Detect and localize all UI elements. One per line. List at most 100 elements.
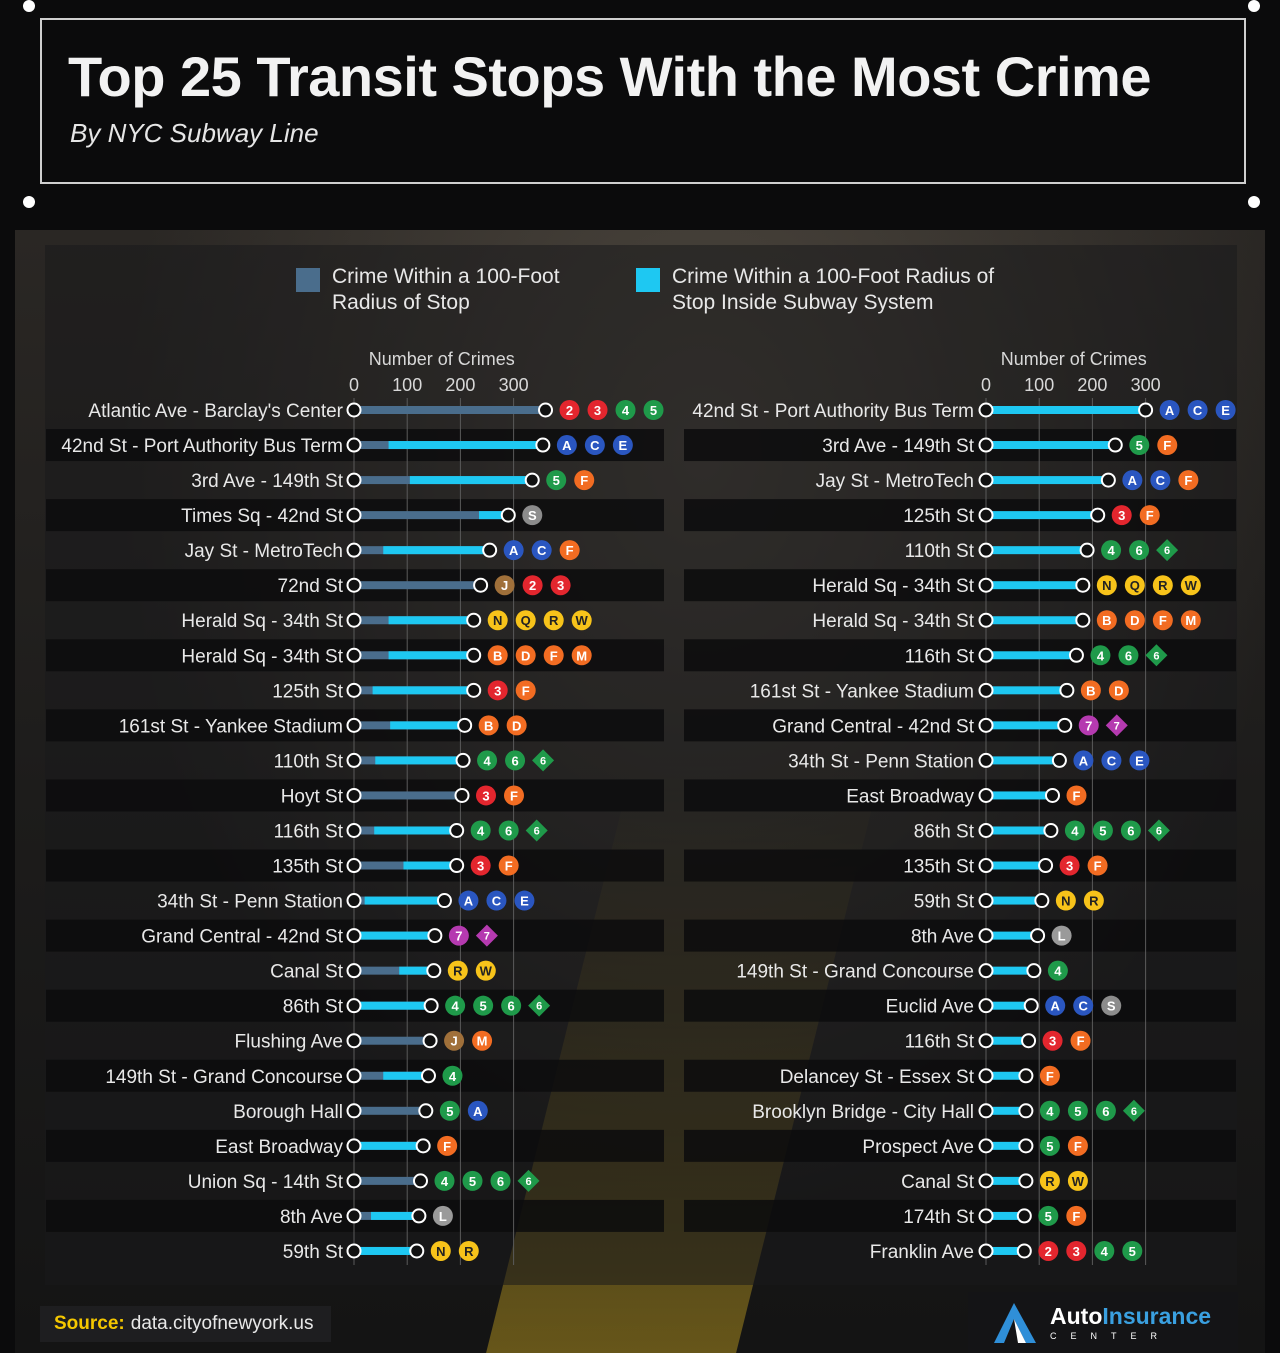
subway-line-label: 6 <box>1127 823 1134 838</box>
bar-inner <box>986 966 1034 975</box>
subway-line-label: 5 <box>1046 1139 1053 1154</box>
subway-line-bullet <box>528 994 551 1017</box>
subway-line-bullet <box>571 610 592 631</box>
bar-start-marker <box>346 893 362 909</box>
bar-start-marker <box>978 472 994 488</box>
legend-outer: Crime Within a 100-Foot Radius of Stop <box>296 264 592 316</box>
subway-line-label: F <box>1073 788 1081 803</box>
left-chart: Number of Crimes 0 100 200 300 Atlantic Ave -… <box>46 349 664 1265</box>
subway-line-bullet <box>498 855 519 876</box>
subway-line-label: 5 <box>1136 438 1143 453</box>
row-label: Herald Sq - 34th St <box>812 611 974 632</box>
subway-line-label: D <box>1114 683 1123 698</box>
bar-start-marker <box>346 682 362 698</box>
subway-line-label: F <box>505 859 513 874</box>
subway-line-bullet <box>1152 610 1173 631</box>
subway-line-bullet <box>1129 540 1150 561</box>
bar-start-marker <box>346 717 362 733</box>
bar-start-marker <box>346 928 362 944</box>
subway-line-label: 6 <box>534 825 540 837</box>
bar-inner <box>356 1141 424 1150</box>
row-label: Prospect Ave <box>862 1137 974 1158</box>
row-label: 34th St - Penn Station <box>788 751 974 772</box>
subway-line-label: F <box>522 683 530 698</box>
subway-line-label: 7 <box>1114 720 1120 732</box>
row-label: 42nd St - Port Authority Bus Term <box>61 436 343 457</box>
bar-inner <box>388 441 543 450</box>
subway-line-label: F <box>1163 438 1171 453</box>
subway-line-bullet <box>477 750 498 771</box>
subway-line-bullet <box>1122 1099 1145 1122</box>
row-label: 110th St <box>905 541 975 562</box>
row-label: Herald Sq - 34th St <box>181 646 343 667</box>
row-stripe <box>684 989 1236 1022</box>
bar-outer <box>354 581 481 590</box>
subway-line-label: 5 <box>1045 1209 1052 1224</box>
legend-label-inner: Crime Within a 100-Foot Radius of Stop I… <box>672 265 995 314</box>
bar-start-marker <box>346 1243 362 1259</box>
subway-line-label: 5 <box>1074 1104 1081 1119</box>
subway-line-label: C <box>1079 999 1089 1014</box>
row-label: 135th St <box>903 857 974 878</box>
bar-end-marker <box>1018 1173 1034 1189</box>
bar-inner <box>390 721 465 730</box>
bar-start-marker <box>346 787 362 803</box>
bar-start-marker <box>978 1103 994 1119</box>
subway-line-label: M <box>1185 613 1196 628</box>
subway-line-bullet <box>517 1169 540 1192</box>
subway-line-bullet <box>503 540 524 561</box>
subway-line-bullet <box>1096 575 1117 596</box>
subway-line-bullet <box>571 645 592 666</box>
logo-wordmark: AutoInsurance <box>1050 1304 1211 1327</box>
logo-text: AutoInsurance CENTER <box>1050 1304 1211 1341</box>
bar-outer <box>354 966 434 975</box>
subway-line-bullet <box>514 890 535 911</box>
subway-line-bullet <box>1108 680 1129 701</box>
bar-start-marker <box>978 577 994 593</box>
row-label: East Broadway <box>846 786 974 807</box>
bar-start-marker <box>346 647 362 663</box>
subway-line-label: E <box>1135 753 1144 768</box>
subway-line-label: C <box>1193 403 1203 418</box>
bar-inner <box>403 861 457 870</box>
subway-line-label: 4 <box>1046 1104 1054 1119</box>
subway-line-bullet <box>1045 995 1066 1016</box>
subway-line-label: R <box>1089 894 1099 909</box>
subway-line-bullet <box>515 680 536 701</box>
subway-line-label: 4 <box>1071 823 1079 838</box>
row-label: Grand Central - 42nd St <box>772 716 974 737</box>
subway-line-bullet <box>1187 400 1208 420</box>
bar-start-marker <box>978 928 994 944</box>
bar-end-marker <box>413 1173 428 1189</box>
bar-inner <box>355 931 435 940</box>
subway-line-label: B <box>1102 613 1111 628</box>
subway-line-bullet <box>643 400 664 420</box>
subway-line-bullet <box>473 995 494 1016</box>
bar-end-marker <box>1068 647 1084 663</box>
subway-line-bullet <box>487 680 508 701</box>
subway-line-label: 3 <box>1073 1244 1080 1259</box>
subway-line-bullet <box>559 540 580 561</box>
logo-subtext: CENTER <box>1050 1330 1172 1341</box>
subway-line-label: A <box>464 894 474 909</box>
subway-line-label: 4 <box>1097 648 1105 663</box>
row-label: 59th St <box>283 1242 344 1263</box>
row-label: Hoyt St <box>281 786 344 807</box>
row-label: 86th St <box>914 821 975 842</box>
subway-line-label: 4 <box>441 1174 449 1189</box>
bar-end-marker <box>436 893 452 909</box>
row-label: 59th St <box>914 892 975 913</box>
subway-line-label: 7 <box>1085 718 1092 733</box>
right-chart: Number of Crimes 0 100 200 300 42nd St - Port… <box>684 349 1236 1265</box>
subway-line-bullet <box>574 470 595 491</box>
subway-line-bullet <box>532 749 555 772</box>
subway-line-label: A <box>1165 403 1175 418</box>
subway-line-bullet <box>1066 1205 1087 1226</box>
subway-line-bullet <box>1039 1135 1060 1156</box>
subway-line-bullet <box>448 925 469 946</box>
subway-line-label: 5 <box>1099 823 1106 838</box>
subway-line-label: 2 <box>529 578 536 593</box>
subway-line-label: 3 <box>482 788 489 803</box>
subway-line-bullet <box>439 1100 460 1121</box>
